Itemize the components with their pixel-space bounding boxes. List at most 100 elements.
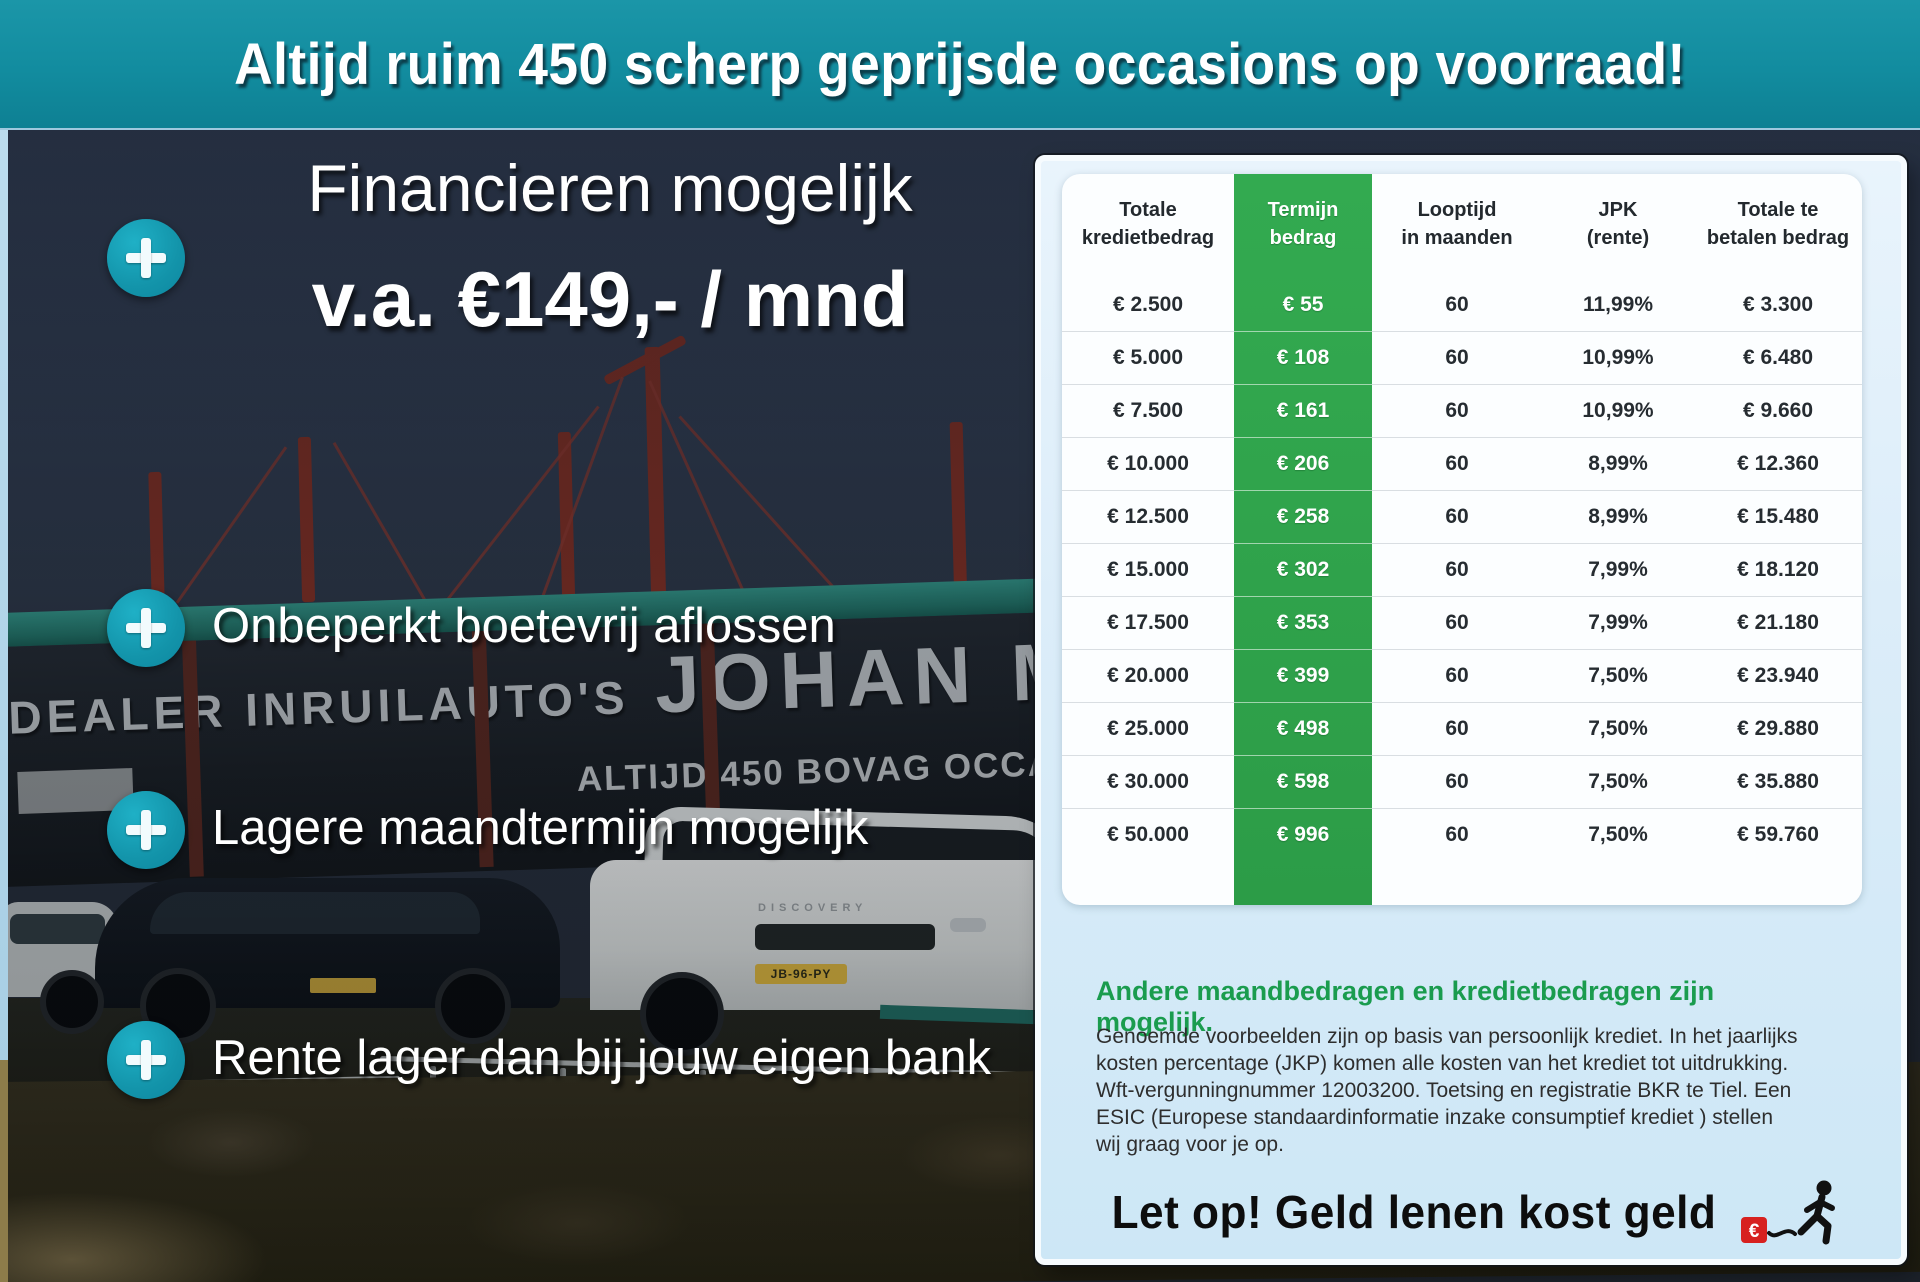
car-grille-shape bbox=[755, 924, 935, 950]
table-cell: € 59.760 bbox=[1694, 808, 1862, 861]
table-cell: 60 bbox=[1372, 808, 1542, 861]
column-header-jpk: JPK (rente) bbox=[1542, 196, 1694, 252]
table-cell: 60 bbox=[1372, 702, 1542, 755]
table-cell: 7,50% bbox=[1542, 808, 1694, 861]
table-row: € 17.500 € 353 60 7,99% € 21.180 bbox=[1062, 596, 1862, 649]
car-window-shape bbox=[10, 914, 105, 944]
table-cell: € 7.500 bbox=[1062, 384, 1234, 437]
bullet-penalty-free: Onbeperkt boetevrij aflossen bbox=[212, 599, 836, 653]
header-line: kredietbedrag bbox=[1081, 227, 1215, 249]
table-cell: € 996 bbox=[1234, 808, 1372, 861]
header-line: Looptijd bbox=[1417, 199, 1497, 221]
footer-disclaimer-text: Genoemde voorbeelden zijn op basis van p… bbox=[1096, 1025, 1798, 1156]
table-cell: € 353 bbox=[1234, 596, 1372, 649]
left-edge-strip-shape bbox=[0, 130, 8, 1070]
table-cell: € 29.880 bbox=[1694, 702, 1862, 755]
header-line: Termijn bbox=[1267, 199, 1339, 221]
table-cell: € 302 bbox=[1234, 543, 1372, 596]
column-header-kredietbedrag: Totale kredietbedrag bbox=[1062, 196, 1234, 252]
column-header-totaal: Totale te betalen bedrag bbox=[1694, 196, 1862, 252]
table-cell: € 399 bbox=[1234, 649, 1372, 702]
car-headlight-shape bbox=[950, 918, 986, 932]
table-cell: 8,99% bbox=[1542, 490, 1694, 543]
car-hood-text: DISCOVERY bbox=[758, 902, 867, 914]
table-cell: € 18.120 bbox=[1694, 543, 1862, 596]
footer-highlight-text: Andere maandbedragen en kredietbedragen … bbox=[1096, 976, 1715, 1037]
table-cell: 60 bbox=[1372, 331, 1542, 384]
table-row: € 2.500 € 55 60 11,99% € 3.300 bbox=[1062, 278, 1862, 331]
finance-card: Totale kredietbedrag Termijn bedrag Loop… bbox=[1035, 155, 1907, 1265]
headline-financing: Financieren mogelijk bbox=[307, 151, 913, 225]
table-cell: € 21.180 bbox=[1694, 596, 1862, 649]
table-cell: € 23.940 bbox=[1694, 649, 1862, 702]
car-window-shape bbox=[150, 892, 480, 934]
header-line: betalen bedrag bbox=[1706, 227, 1850, 249]
table-cell: 10,99% bbox=[1542, 384, 1694, 437]
table-cell: € 258 bbox=[1234, 490, 1372, 543]
column-header-looptijd: Looptijd in maanden bbox=[1372, 196, 1542, 252]
table-row: € 10.000 € 206 60 8,99% € 12.360 bbox=[1062, 437, 1862, 490]
table-cell: € 108 bbox=[1234, 331, 1372, 384]
table-cell: 60 bbox=[1372, 437, 1542, 490]
table-cell: 60 bbox=[1372, 490, 1542, 543]
table-cell: 10,99% bbox=[1542, 331, 1694, 384]
license-plate-shape bbox=[310, 978, 376, 993]
header-line: JPK bbox=[1598, 199, 1638, 221]
sand-patch-shape bbox=[0, 1170, 360, 1282]
header-line: Totale te bbox=[1737, 199, 1819, 221]
bullet-lower-term: Lagere maandtermijn mogelijk bbox=[212, 801, 869, 855]
table-row: € 50.000 € 996 60 7,50% € 59.760 bbox=[1062, 808, 1862, 861]
header-line: Totale bbox=[1119, 199, 1177, 221]
table-cell: € 6.480 bbox=[1694, 331, 1862, 384]
table-cell: 60 bbox=[1372, 384, 1542, 437]
table-cell: € 20.000 bbox=[1062, 649, 1234, 702]
table-cell: € 161 bbox=[1234, 384, 1372, 437]
table-row: € 7.500 € 161 60 10,99% € 9.660 bbox=[1062, 384, 1862, 437]
bullet-lower-interest: Rente lager dan bij jouw eigen bank bbox=[212, 1031, 992, 1085]
car-wheel-shape bbox=[640, 972, 724, 1056]
table-cell: 7,99% bbox=[1542, 543, 1694, 596]
table-body: € 2.500 € 55 60 11,99% € 3.300 € 5.000 € 108 60… bbox=[1062, 278, 1862, 861]
table-cell: 7,50% bbox=[1542, 702, 1694, 755]
table-cell: € 12.500 bbox=[1062, 490, 1234, 543]
table-cell: 11,99% bbox=[1582, 292, 1654, 316]
table-cell: € 10.000 bbox=[1062, 437, 1234, 490]
table-cell: € 498 bbox=[1234, 702, 1372, 755]
table-cell: 60 bbox=[1372, 649, 1542, 702]
table-row: € 25.000 € 498 60 7,50% € 29.880 bbox=[1062, 702, 1862, 755]
table-cell: 60 bbox=[1372, 596, 1542, 649]
banner-text: Altijd ruim 450 scherp geprijsde occasio… bbox=[234, 31, 1686, 97]
plus-icon bbox=[107, 1021, 185, 1099]
table-cell: € 35.880 bbox=[1694, 755, 1862, 808]
table-cell: € 25.000 bbox=[1062, 702, 1234, 755]
loan-warning-text: Let op! Geld lenen kost geld bbox=[1111, 1186, 1717, 1238]
license-plate: JB-96-PY bbox=[755, 964, 847, 984]
plus-icon bbox=[107, 791, 185, 869]
finance-table-panel: Totale kredietbedrag Termijn bedrag Loop… bbox=[1062, 174, 1862, 905]
table-cell: € 15.480 bbox=[1694, 490, 1862, 543]
table-cell: 7,50% bbox=[1542, 649, 1694, 702]
table-header-row: Totale kredietbedrag Termijn bedrag Loop… bbox=[1062, 196, 1862, 252]
table-cell: € 5.000 bbox=[1062, 331, 1234, 384]
header-line: (rente) bbox=[1586, 227, 1650, 249]
table-row: € 15.000 € 302 60 7,99% € 18.120 bbox=[1062, 543, 1862, 596]
table-cell: € 12.360 bbox=[1694, 437, 1862, 490]
table-cell: 60 bbox=[1372, 755, 1542, 808]
table-cell: 8,99% bbox=[1542, 437, 1694, 490]
car-wheel-shape bbox=[40, 970, 104, 1034]
table-cell: 60 bbox=[1372, 543, 1542, 596]
table-cell: € 3.300 bbox=[1742, 292, 1814, 316]
top-banner: Altijd ruim 450 scherp geprijsde occasio… bbox=[0, 0, 1920, 128]
svg-text:€: € bbox=[1749, 1221, 1760, 1242]
header-line: in maanden bbox=[1401, 227, 1513, 249]
table-cell: € 17.500 bbox=[1062, 596, 1234, 649]
left-edge-sand-shape bbox=[0, 1060, 8, 1282]
headline-price: v.a. €149,- / mnd bbox=[311, 255, 909, 343]
table-row: € 12.500 € 258 60 8,99% € 15.480 bbox=[1062, 490, 1862, 543]
table-cell: € 598 bbox=[1234, 755, 1372, 808]
loan-warning-row: Let op! Geld lenen kost geld € bbox=[1041, 1179, 1901, 1245]
table-cell: € 2.500 bbox=[1112, 292, 1184, 316]
table-cell: 7,99% bbox=[1542, 596, 1694, 649]
table-cell: € 50.000 bbox=[1062, 808, 1234, 861]
termijn-column-highlight bbox=[1234, 174, 1372, 905]
